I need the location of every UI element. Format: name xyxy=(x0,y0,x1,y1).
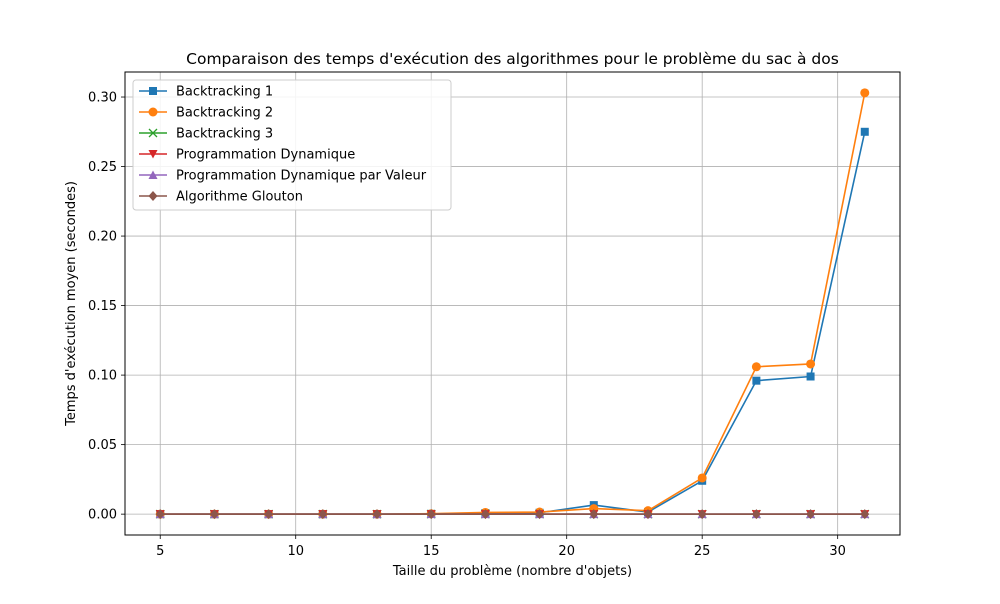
y-tick-label: 0.10 xyxy=(88,369,117,384)
series-algorithme-glouton xyxy=(155,509,870,520)
x-axis-ticks: 5 10 15 20 25 30 xyxy=(156,535,846,559)
data-point xyxy=(752,376,761,385)
plot-frame xyxy=(124,71,901,536)
legend-label: Programmation Dynamique xyxy=(176,148,355,163)
x-axis-label: Taille du problème (nombre d'objets) xyxy=(392,564,632,579)
legend-item: Programmation Dynamique par Valeur xyxy=(139,169,427,184)
y-tick-label: 0.30 xyxy=(88,91,117,106)
legend-label: Programmation Dynamique par Valeur xyxy=(176,169,427,184)
legend-marker xyxy=(148,107,158,117)
data-point xyxy=(697,509,707,520)
legend-item: Backtracking 2 xyxy=(139,106,273,121)
data-point xyxy=(426,509,436,520)
data-point xyxy=(209,509,219,520)
data-point xyxy=(806,509,816,520)
legend-label: Algorithme Glouton xyxy=(176,190,303,205)
data-point xyxy=(697,473,707,483)
data-point xyxy=(806,359,816,369)
data-point xyxy=(480,509,490,520)
data-point xyxy=(751,362,761,372)
data-point xyxy=(264,509,274,520)
chart-title: Comparaison des temps d'exécution des al… xyxy=(186,50,839,68)
data-point xyxy=(643,509,653,520)
x-tick-label: 30 xyxy=(829,544,846,559)
y-tick-label: 0.15 xyxy=(88,299,117,314)
legend-item: Programmation Dynamique xyxy=(139,148,355,163)
x-tick-label: 25 xyxy=(694,544,711,559)
y-tick-label: 0.20 xyxy=(88,230,117,245)
x-tick-label: 15 xyxy=(423,544,440,559)
series-layer xyxy=(155,88,870,520)
legend-box xyxy=(132,79,452,211)
data-point xyxy=(535,509,545,520)
x-tick-label: 10 xyxy=(287,544,304,559)
data-point xyxy=(860,509,870,520)
data-point xyxy=(318,509,328,520)
x-tick-label: 20 xyxy=(558,544,575,559)
legend-marker xyxy=(149,87,157,95)
legend-label: Backtracking 2 xyxy=(176,106,273,121)
data-point xyxy=(860,127,869,136)
legend-item: Algorithme Glouton xyxy=(139,190,303,205)
y-axis-label: Temps d'exécution moyen (secondes) xyxy=(64,181,79,427)
legend: Backtracking 1 Backtracking 2 Backtracking… xyxy=(132,79,452,211)
legend-marker xyxy=(148,170,158,179)
data-point xyxy=(372,509,382,520)
legend-marker xyxy=(148,191,158,201)
x-tick-label: 5 xyxy=(156,544,164,559)
legend-item: Backtracking 3 xyxy=(139,127,273,142)
legend-marker xyxy=(148,150,158,159)
data-point xyxy=(860,88,870,98)
y-tick-label: 0.05 xyxy=(88,438,117,453)
data-point xyxy=(589,509,599,520)
legend-item: Backtracking 1 xyxy=(139,85,273,100)
data-point xyxy=(806,372,815,381)
legend-label: Backtracking 1 xyxy=(176,85,273,100)
legend-marker xyxy=(148,128,158,138)
y-axis-ticks: 0.00 0.05 0.10 0.15 0.20 0.25 0.30 xyxy=(88,91,125,523)
data-point xyxy=(155,509,165,520)
data-point xyxy=(751,509,761,520)
y-tick-label: 0.25 xyxy=(88,160,117,175)
legend-label: Backtracking 3 xyxy=(176,127,273,142)
y-tick-label: 0.00 xyxy=(88,508,117,523)
